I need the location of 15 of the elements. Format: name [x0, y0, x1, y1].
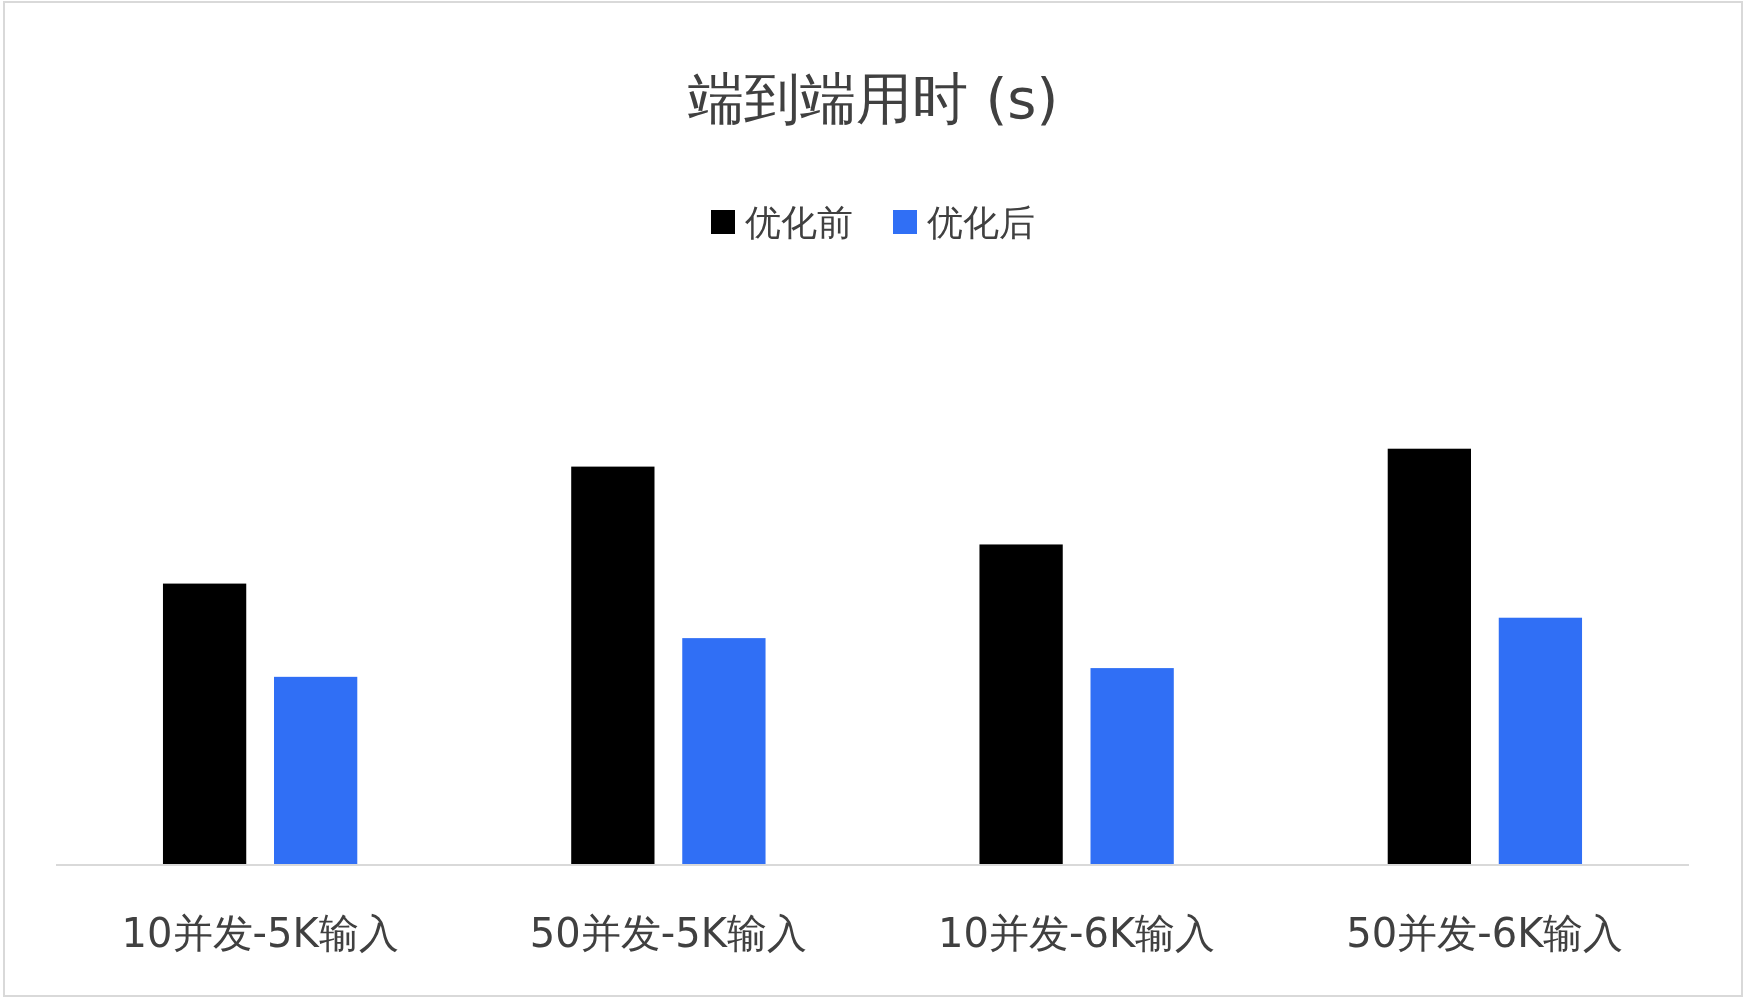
x-tick-label: 10并发-5K输入 — [121, 910, 399, 956]
x-tick-label: 50并发-5K输入 — [529, 910, 807, 956]
bar — [1090, 668, 1174, 865]
bar — [682, 638, 766, 865]
bar — [571, 466, 655, 865]
bar — [274, 676, 358, 865]
bar — [979, 544, 1063, 865]
bar — [162, 583, 247, 865]
x-tick-label: 10并发-6K输入 — [938, 910, 1216, 956]
x-tick-label: 50并发-6K输入 — [1346, 910, 1624, 956]
legend-label: 优化前 — [745, 202, 853, 243]
bar — [1387, 448, 1471, 865]
chart-title: 端到端用时 (s) — [687, 66, 1059, 131]
bar — [1498, 617, 1583, 865]
legend-label: 优化后 — [927, 202, 1035, 243]
